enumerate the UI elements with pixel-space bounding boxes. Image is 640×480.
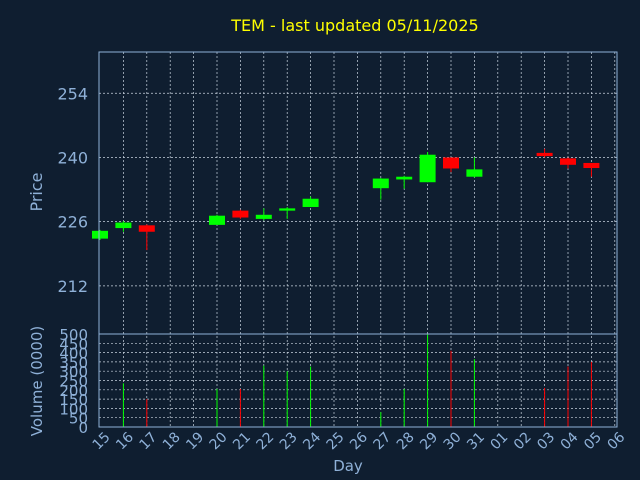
price-panel-frame [98,51,618,335]
price-axis: 212 226 240 254 [57,84,88,296]
x-tick-label: 22 [253,429,277,453]
x-axis: 15 16 17 18 19 20 21 22 23 24 25 26 27 28 29 30 31 01 02 03… [90,429,629,453]
volume-tick-label: 0 [78,419,88,437]
candle-layer [92,148,600,251]
x-tick-label: 26 [347,429,371,453]
x-tick-label: 16 [113,429,137,453]
candle-body [232,210,249,218]
x-tick-label: 15 [90,429,114,453]
volume-panel-frame [98,333,618,428]
volume-tick-label: 400 [59,345,88,363]
price-tick-label: 240 [57,148,88,167]
candle-body [279,208,296,211]
x-tick-label: 25 [324,429,348,453]
candle-body [536,152,553,157]
x-tick-label: 28 [394,429,418,453]
candle-body [209,215,225,225]
volume-layer [122,334,592,427]
volume-tick-label: 150 [59,391,88,409]
price-axis-label: Price [27,172,46,211]
candle-body [255,214,272,219]
volume-tick-label: 200 [59,382,88,400]
x-tick-label: 24 [300,429,324,453]
price-tick-label: 212 [57,277,88,296]
candle-body [138,225,155,232]
x-tick-label: 20 [207,429,231,453]
candle-body [419,154,436,183]
price-tick-label: 254 [57,84,88,103]
x-tick-label: 17 [136,429,160,453]
candle-body [466,169,483,177]
chart-title: TEM - last updated 05/11/2025 [230,16,478,35]
x-tick-label: 23 [277,429,301,453]
x-tick-label: 02 [511,429,535,453]
volume-tick-label: 50 [69,410,88,428]
grid-layer [99,52,617,427]
x-tick-label: 04 [558,429,582,453]
x-tick-label: 31 [464,429,488,453]
x-tick-label: 29 [417,429,441,453]
x-tick-label: 03 [534,429,558,453]
volume-tick-label: 100 [59,400,88,418]
volume-tick-label: 350 [59,354,88,372]
volume-axis-label: Volume (0000) [28,326,46,436]
volume-tick-label: 450 [59,335,88,353]
x-tick-label: 27 [370,429,394,453]
x-tick-label: 01 [487,429,511,453]
x-tick-label: 18 [160,429,184,453]
x-tick-label: 21 [230,429,254,453]
candle-body [560,158,576,165]
candle-body [115,222,132,229]
candle-body [443,157,459,169]
candle-body [92,230,108,239]
volume-tick-label: 300 [59,363,88,381]
volume-tick-label: 500 [59,326,88,344]
candle-body [302,198,319,207]
volume-tick-label: 250 [59,373,88,391]
x-tick-label: 19 [183,429,207,453]
candle-body [583,162,600,169]
candle-body [372,178,389,189]
x-tick-label: 06 [604,429,628,453]
x-axis-label: Day [333,457,363,475]
x-tick-label: 30 [441,429,465,453]
x-tick-label: 05 [581,429,605,453]
price-tick-label: 226 [57,213,88,232]
candle-body [396,176,413,180]
